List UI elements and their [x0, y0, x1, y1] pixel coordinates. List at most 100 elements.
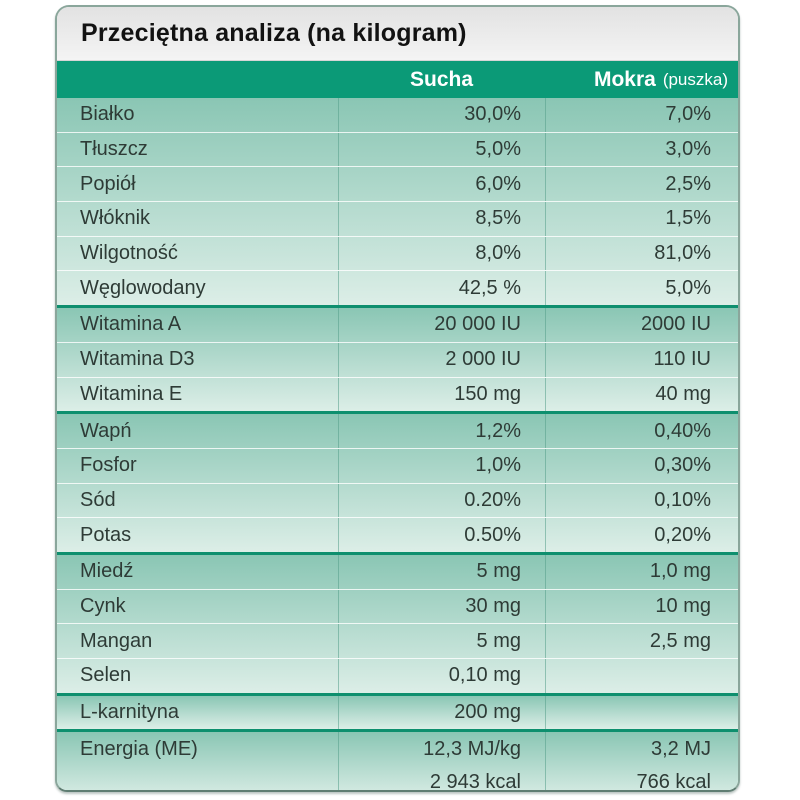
row-label: Fosfor [80, 454, 137, 477]
header-mokra-sublabel: (puszka) [662, 69, 728, 89]
row-label: Selen [80, 664, 132, 687]
title-bar: Przeciętna analiza (na kilogram) [57, 7, 738, 61]
row-label: Witamina E [80, 382, 183, 405]
row-label: Cynk [80, 594, 126, 617]
value-sucha: 42,5 % [338, 271, 545, 306]
value-mokra: 0,20% [545, 518, 738, 552]
analysis-table-card: Przeciętna analiza (na kilogram) Sucha M… [55, 5, 740, 792]
value-sucha: 12,3 MJ/kg [338, 732, 545, 767]
table-row: Włóknik 8,5% 1,5% [57, 202, 738, 237]
value-sucha: 1,2% [338, 414, 545, 448]
value-sucha: 8,0% [338, 236, 545, 271]
table-section: Wapń 1,2% 0,40% Fosfor 1,0% 0,30% Sód 0.20% 0,10… [57, 414, 738, 552]
value-mokra: 0,30% [545, 448, 738, 483]
table-row: Wapń 1,2% 0,40% [57, 414, 738, 449]
row-label: Sód [80, 488, 116, 511]
value-mokra: 2,5 mg [545, 624, 738, 658]
section-separator [57, 305, 738, 309]
row-label: Popiół [80, 172, 136, 195]
table-row: Węglowodany 42,5 % 5,0% [57, 271, 738, 306]
header-sucha-label: Sucha [409, 67, 474, 91]
value-sucha: 30 mg [338, 589, 545, 624]
value-mokra: 81,0% [545, 236, 738, 271]
section-separator [57, 551, 738, 555]
table-row: Wilgotność 8,0% 81,0% [57, 236, 738, 272]
header-mokra-label: Mokra [593, 67, 656, 91]
table-section: Witamina A 20 000 IU 2000 IU Witamina D3 2 0… [57, 308, 738, 412]
row-label: Witamina A [80, 313, 182, 336]
value-sucha: 200 mg [338, 695, 545, 730]
table-row: Popiół 6,0% 2,5% [57, 167, 738, 203]
value-sucha: 5 mg [338, 624, 545, 658]
value-sucha: 0,10 mg [338, 659, 545, 693]
value-sucha: 0.20% [338, 483, 545, 518]
table-row: Witamina A 20 000 IU 2000 IU [57, 308, 738, 343]
value-mokra: 766 kcal [545, 766, 738, 790]
value-sucha: 2 943 kcal [338, 766, 545, 790]
row-label: Tłuszcz [80, 138, 148, 161]
value-sucha: 8,5% [338, 202, 545, 236]
table-row: Białko 30,0% 7,0% [57, 98, 738, 133]
table-row: Mangan 5 mg 2,5 mg [57, 624, 738, 659]
table-row: 2 943 kcal 766 kcal [57, 766, 738, 790]
row-label: Węglowodany [80, 276, 206, 299]
value-sucha: 1,0% [338, 448, 545, 483]
table-section: Miedź 5 mg 1,0 mg Cynk 30 mg 10 mg Mangan 5 mg 2… [57, 554, 738, 693]
value-sucha: 20 000 IU [338, 308, 545, 342]
header-column-sucha: Sucha [338, 61, 545, 98]
row-label: Miedź [80, 560, 134, 583]
table-header-row: Sucha Mokra (puszka) [57, 61, 738, 98]
value-mokra: 2,5% [545, 167, 738, 202]
table-row: Energia (ME) 12,3 MJ/kg 3,2 MJ [57, 732, 738, 767]
value-mokra: 0,10% [545, 483, 738, 518]
table-row: Witamina D3 2 000 IU 110 IU [57, 342, 738, 378]
row-label: Energia (ME) [80, 737, 198, 760]
value-mokra: 5,0% [545, 271, 738, 306]
row-label: L-karnityna [80, 701, 179, 724]
row-label: Włóknik [80, 207, 151, 230]
table-row: L-karnityna 200 mg [57, 695, 738, 730]
header-column-mokra: Mokra (puszka) [545, 61, 738, 98]
table-row: Tłuszcz 5,0% 3,0% [57, 132, 738, 168]
table-section: Energia (ME) 12,3 MJ/kg 3,2 MJ 2 943 kcal 76… [57, 732, 738, 790]
row-label [57, 766, 338, 790]
header-empty-cell [57, 61, 338, 98]
table-row: Witamina E 150 mg 40 mg [57, 377, 738, 412]
value-mokra: 40 mg [545, 377, 738, 412]
value-mokra: 3,2 MJ [545, 732, 738, 767]
table-row: Selen 0,10 mg [57, 659, 738, 693]
value-mokra: 3,0% [545, 132, 738, 167]
row-label: Wapń [80, 419, 132, 442]
value-mokra [545, 695, 738, 730]
value-mokra: 7,0% [545, 98, 738, 132]
table-section: Białko 30,0% 7,0% Tłuszcz 5,0% 3,0% Popiół 6,0%… [57, 98, 738, 306]
table-row: Fosfor 1,0% 0,30% [57, 448, 738, 484]
row-label: Wilgotność [80, 242, 178, 265]
value-sucha: 6,0% [338, 167, 545, 202]
table-row: Miedź 5 mg 1,0 mg [57, 554, 738, 590]
value-mokra: 10 mg [545, 589, 738, 624]
table-body: Białko 30,0% 7,0% Tłuszcz 5,0% 3,0% Popiół 6,0%… [57, 98, 738, 790]
section-separator [57, 692, 738, 696]
section-separator [57, 411, 738, 415]
value-sucha: 0.50% [338, 518, 545, 552]
value-sucha: 150 mg [338, 377, 545, 412]
row-label: Witamina D3 [80, 348, 195, 371]
value-mokra: 1,0 mg [545, 554, 738, 589]
value-sucha: 30,0% [338, 98, 545, 132]
value-mokra [545, 659, 738, 693]
page-title: Przeciętna analiza (na kilogram) [81, 19, 467, 47]
row-label: Mangan [80, 629, 153, 652]
value-mokra: 0,40% [545, 414, 738, 448]
table-section: L-karnityna 200 mg [57, 695, 738, 730]
table-row: Potas 0.50% 0,20% [57, 518, 738, 552]
value-sucha: 5 mg [338, 554, 545, 589]
section-separator [57, 729, 738, 733]
value-sucha: 5,0% [338, 132, 545, 167]
table-row: Cynk 30 mg 10 mg [57, 589, 738, 625]
row-label: Białko [80, 103, 135, 126]
table-row: Sód 0.20% 0,10% [57, 483, 738, 519]
value-mokra: 1,5% [545, 202, 738, 236]
row-label: Potas [80, 523, 132, 546]
value-mokra: 110 IU [545, 342, 738, 377]
